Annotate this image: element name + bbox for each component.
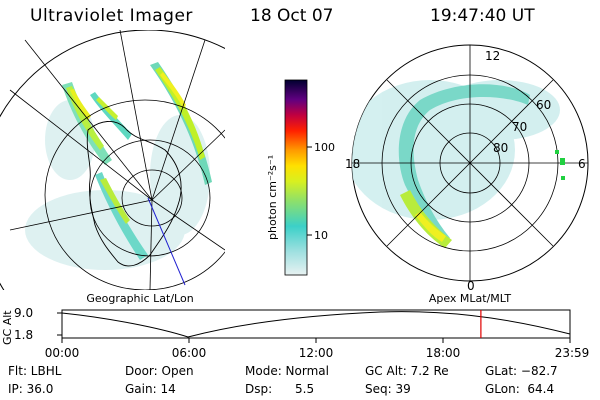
app-title: Ultraviolet Imager [30,6,193,26]
mode-status: Mode: Normal [245,364,329,378]
mlt-12-label: 12 [485,49,500,63]
mlat-70-label: 70 [512,120,527,134]
altitude-curve [61,311,571,338]
auroral-band-west [62,82,132,165]
mlt-0-label: 0 [467,279,475,293]
mlat-80-label: 80 [493,141,508,155]
diffuse-glow [25,100,210,270]
time-tick-1200: 12:00 [299,346,334,360]
filter-status: Flt: LBHL [8,364,62,378]
alt-axis-label: GC Alt [1,310,14,345]
colorbar: 100 10 photon cm⁻²s⁻¹ [266,79,335,276]
auroral-band-south [95,172,148,260]
continent-outline [86,121,182,267]
time-tick-2359: 23:59 [555,346,590,360]
glon-status: GLon: 64.4 [485,382,554,396]
gc-alt-status: GC Alt: 7.2 Re [365,364,449,378]
door-status: Door: Open [125,364,194,378]
geographic-map [0,30,225,290]
auroral-band-east [150,62,212,185]
mlat-60-label: 60 [536,98,551,112]
colorbar-tick-10: 10 [314,229,328,242]
altitude-plot: 9.0 1.8 GC Alt 00:00 06:00 12:00 18:00 2… [1,306,589,360]
orbit-track [147,197,186,286]
mlt-18-label: 18 [345,157,360,171]
mlt-6-label: 6 [578,157,586,171]
longitude-lines [9,30,225,290]
image-date: 18 Oct 07 [250,6,334,26]
time-tick-1800: 18:00 [426,346,461,360]
ip-status: IP: 36.0 [8,382,53,396]
auroral-oval [398,84,530,246]
status-panel: Flt: LBHL IP: 36.0 Door: Open Gain: 14 M… [8,364,558,396]
colorbar-tick-100: 100 [314,141,335,154]
alt-tick-high: 9.0 [14,306,33,320]
image-time: 19:47:40 UT [430,6,535,26]
apex-polar-plot: 12 18 6 0 60 70 80 [345,44,589,293]
geo-panel-label: Geographic Lat/Lon [86,292,193,305]
colorbar-units: photon cm⁻²s⁻¹ [266,155,279,240]
dsp-status: Dsp: 5.5 [245,382,314,396]
dayside-emission [555,150,565,180]
seq-status: Seq: 39 [365,382,411,396]
glat-status: GLat: −82.7 [485,364,558,378]
alt-tick-low: 1.8 [14,328,33,342]
gain-status: Gain: 14 [125,382,176,396]
time-tick-0600: 06:00 [172,346,207,360]
time-tick-0000: 00:00 [45,346,80,360]
apex-panel-label: Apex MLat/MLT [429,292,512,305]
